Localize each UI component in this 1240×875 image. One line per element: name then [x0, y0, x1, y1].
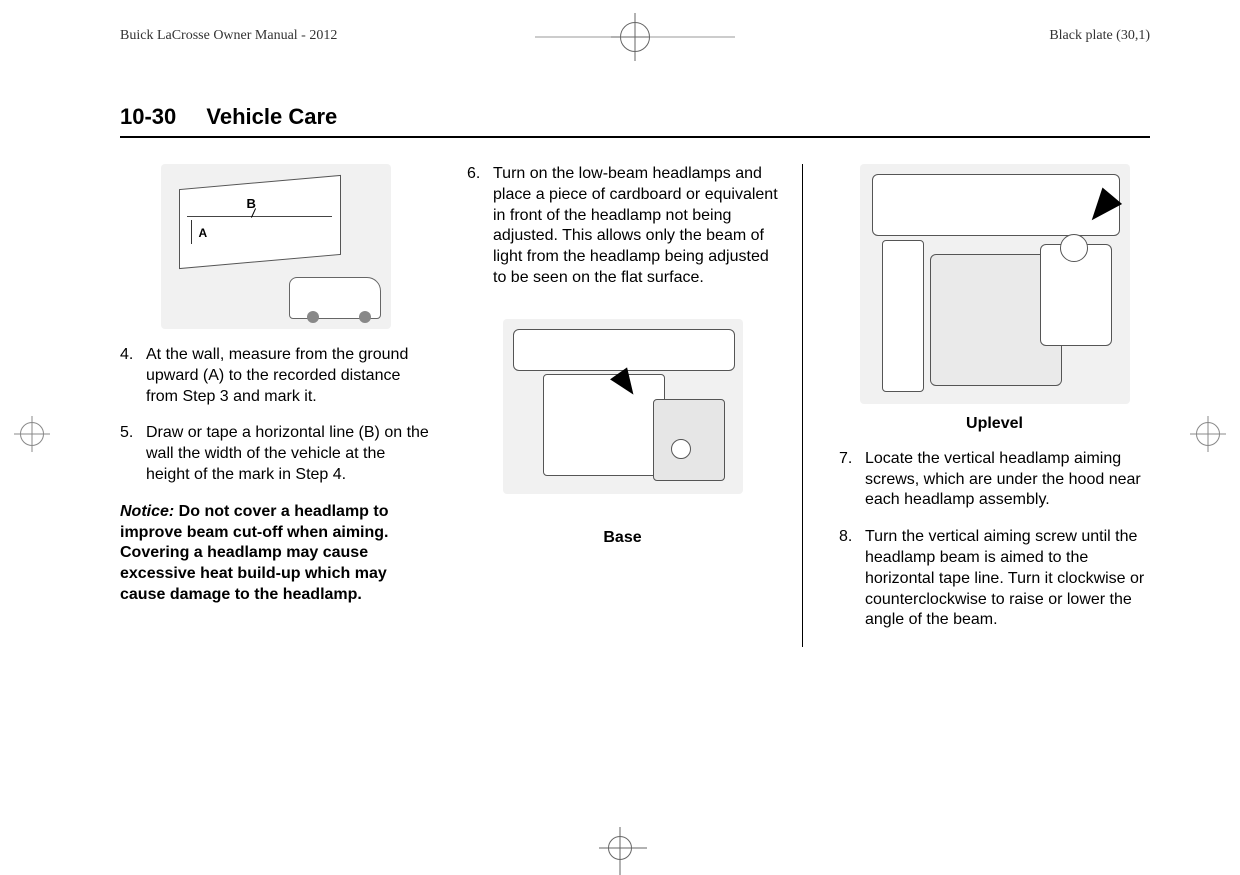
page-content: Buick LaCrosse Owner Manual - 2012 Black…: [0, 0, 1240, 647]
notice-label: Notice:: [120, 503, 174, 520]
figure-base-caption: Base: [467, 528, 778, 549]
section-heading: 10-30 Vehicle Care: [120, 104, 1150, 138]
step-text: Turn on the low-beam headlamps and place…: [493, 164, 778, 289]
column-1: B A 4. At the wall, measure from the gro…: [120, 164, 431, 647]
step-number: 4.: [120, 345, 146, 407]
step-number: 7.: [839, 449, 865, 511]
column-3: Uplevel 7. Locate the vertical headlamp …: [839, 164, 1150, 647]
figure-uplevel-caption: Uplevel: [839, 414, 1150, 435]
section-title-text: Vehicle Care: [206, 104, 337, 129]
figure-base-headlamp: [503, 319, 743, 494]
registration-mark-right: [1196, 422, 1220, 446]
page-number: 10-30: [120, 104, 176, 129]
step-text: Locate the vertical headlamp aiming scre…: [865, 449, 1150, 511]
plate-label: Black plate (30,1): [1049, 28, 1150, 44]
steps-list-col2: 6. Turn on the low-beam headlamps and pl…: [467, 164, 778, 289]
figure-uplevel-headlamp: [860, 164, 1130, 404]
step-8: 8. Turn the vertical aiming screw until …: [839, 527, 1150, 631]
manual-title: Buick LaCrosse Owner Manual - 2012: [120, 28, 337, 44]
step-7: 7. Locate the vertical headlamp aiming s…: [839, 449, 1150, 511]
step-4: 4. At the wall, measure from the ground …: [120, 345, 431, 407]
step-6: 6. Turn on the low-beam headlamps and pl…: [467, 164, 778, 289]
column-2: 6. Turn on the low-beam headlamps and pl…: [467, 164, 803, 647]
print-header: Buick LaCrosse Owner Manual - 2012 Black…: [120, 28, 1150, 44]
step-number: 6.: [467, 164, 493, 289]
content-columns: B A 4. At the wall, measure from the gro…: [120, 164, 1150, 647]
figure-wall-diagram: B A: [161, 164, 391, 329]
step-text: Turn the vertical aiming screw until the…: [865, 527, 1150, 631]
registration-mark-bottom: [608, 836, 632, 860]
step-text: Draw or tape a horizontal line (B) on th…: [146, 423, 431, 485]
step-number: 8.: [839, 527, 865, 631]
steps-list-col3: 7. Locate the vertical headlamp aiming s…: [839, 449, 1150, 631]
registration-mark-top: [620, 22, 650, 52]
step-5: 5. Draw or tape a horizontal line (B) on…: [120, 423, 431, 485]
step-number: 5.: [120, 423, 146, 485]
steps-list-col1: 4. At the wall, measure from the ground …: [120, 345, 431, 486]
figure-label-a: A: [199, 226, 208, 242]
step-text: At the wall, measure from the ground upw…: [146, 345, 431, 407]
registration-mark-left: [20, 422, 44, 446]
notice-paragraph: Notice: Do not cover a headlamp to impro…: [120, 502, 431, 606]
